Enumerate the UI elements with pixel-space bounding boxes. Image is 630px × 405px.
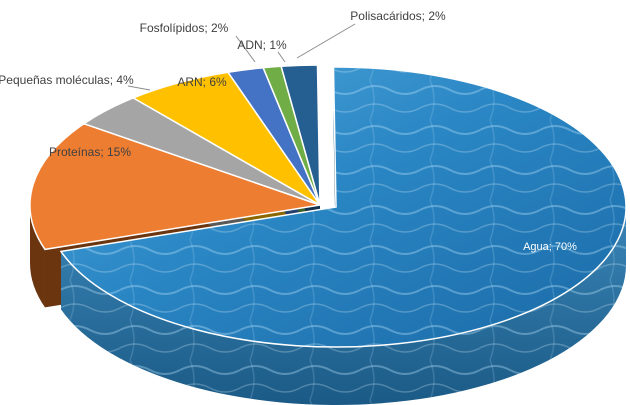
data-label-pequenas-moleculas: Pequeñas moléculas; 4% <box>0 73 134 87</box>
leader-line-polisacaridos <box>296 23 356 59</box>
leader-line-adn <box>277 51 286 63</box>
slice-labels: Agua; 70% Proteínas; 15% Pequeñas molécula… <box>0 9 577 253</box>
leader-line-pequenas-moleculas <box>127 85 151 91</box>
label-leaders <box>127 23 356 91</box>
data-label-fosfolipidos: Fosfolípidos; 2% <box>140 21 229 35</box>
slice-side-proteinas <box>30 205 45 308</box>
slice-side-texture <box>60 207 626 405</box>
data-label-agua: Agua; 70% <box>523 241 577 253</box>
slice-top-texture <box>60 67 626 348</box>
data-label-arn: ARN; 6% <box>177 75 227 89</box>
leader-line-fosfolipidos <box>235 35 256 63</box>
data-label-polisacaridos: Polisacáridos; 2% <box>350 9 446 23</box>
pie-tops <box>29 64 627 348</box>
slice-polisacaridos <box>280 64 321 206</box>
data-label-adn: ADN; 1% <box>237 38 287 52</box>
slice-proteinas <box>29 122 321 251</box>
data-label-proteinas: Proteínas; 15% <box>49 145 131 159</box>
